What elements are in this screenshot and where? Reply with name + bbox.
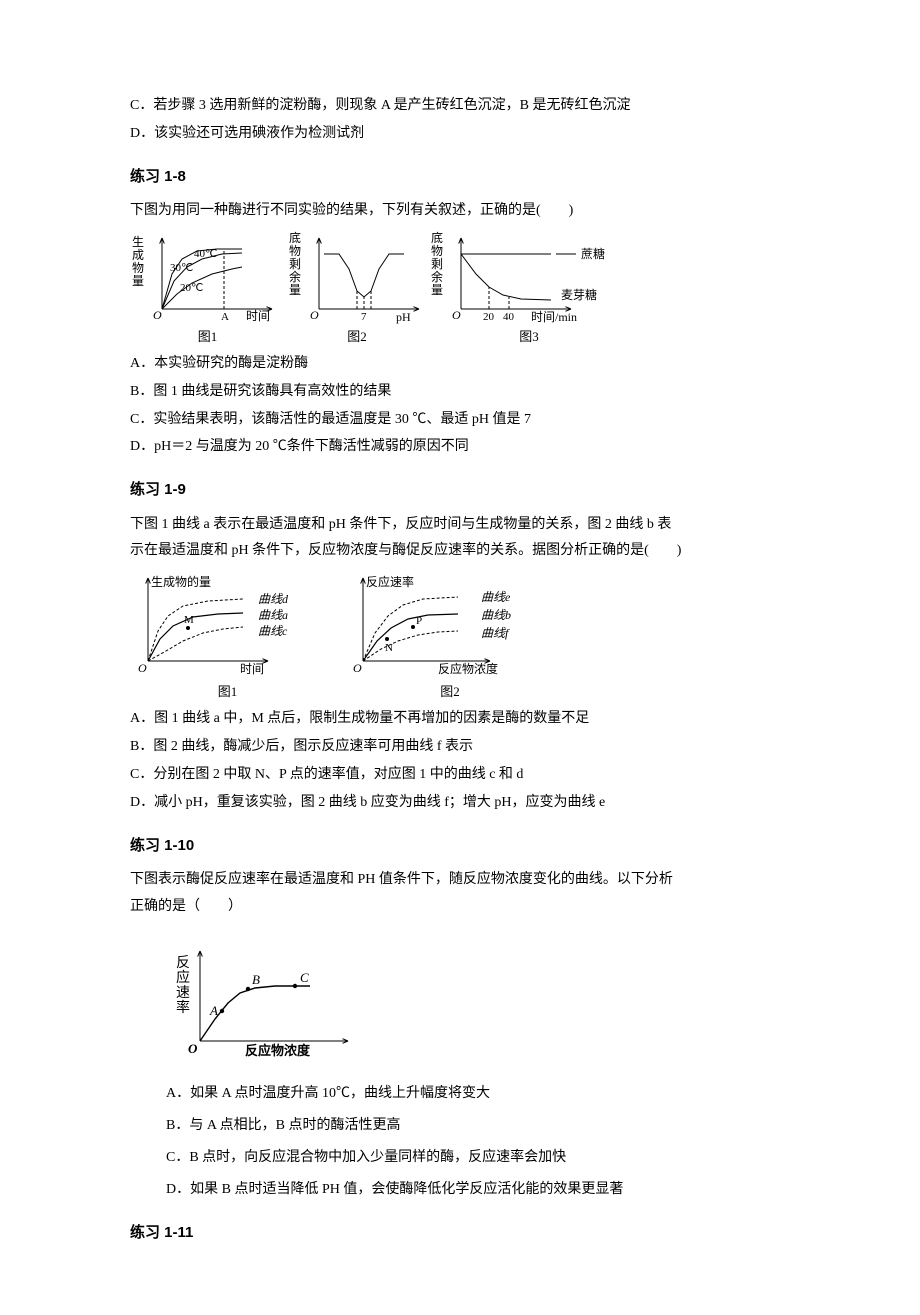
svg-text:曲线b: 曲线b — [481, 608, 511, 622]
q18-options: A．本实验研究的酶是淀粉酶 B．图 1 曲线是研究该酶具有高效性的结果 C．实验… — [130, 352, 790, 459]
svg-text:曲线e: 曲线e — [481, 590, 511, 604]
svg-text:余: 余 — [431, 269, 443, 284]
svg-text:麦芽糖: 麦芽糖 — [561, 287, 597, 302]
svg-text:率: 率 — [176, 999, 190, 1016]
q19-c: C．分别在图 2 中取 N、P 点的速率值，对应图 1 中的曲线 c 和 d — [130, 763, 790, 787]
q19-heading: 练习 1-9 — [130, 477, 790, 503]
svg-text:成: 成 — [132, 248, 144, 262]
q18-chart3: 底物剩余量 蔗糖麦芽糖 O 20 40 时间/min 图3 — [429, 229, 629, 348]
q110-c: C．B 点时，向反应混合物中加入少量同样的酶，反应速率会加快 — [166, 1146, 790, 1170]
svg-text:底: 底 — [289, 230, 301, 245]
svg-text:时间/min: 时间/min — [531, 310, 577, 324]
q110-stem2: 正确的是（ ） — [130, 895, 790, 919]
q18-chart2: 底物剩余量O 7 pH 图2 — [287, 229, 427, 348]
q110-stem1: 下图表示酶促反应速率在最适温度和 PH 值条件下，随反应物浓度变化的曲线。以下分… — [130, 868, 790, 892]
svg-text:生成物的量: 生成物的量 — [151, 574, 211, 589]
svg-text:pH: pH — [396, 310, 411, 324]
svg-text:M: M — [184, 614, 194, 626]
q19-chart1: 生成物的量 M 曲线d 曲线a 曲线c O 时间 图1 — [130, 569, 325, 703]
q110-a: A．如果 A 点时温度升高 10℃，曲线上升幅度将变大 — [166, 1082, 790, 1106]
q18-chart3-caption: 图3 — [429, 326, 629, 348]
svg-text:底: 底 — [431, 230, 443, 245]
svg-text:P: P — [416, 615, 422, 627]
svg-text:O: O — [452, 308, 461, 322]
svg-text:应: 应 — [176, 969, 190, 986]
q18-chart2-caption: 图2 — [287, 326, 427, 348]
svg-text:曲线c: 曲线c — [258, 624, 288, 638]
q19-stem2: 示在最适温度和 pH 条件下，反应物浓度与酶促反应速率的关系。据图分析正确的是(… — [130, 539, 790, 563]
svg-text:时间: 时间 — [246, 309, 270, 323]
svg-text:物: 物 — [132, 261, 144, 275]
svg-text:量: 量 — [132, 274, 144, 288]
svg-text:剩: 剩 — [289, 257, 301, 271]
svg-text:曲线f: 曲线f — [481, 626, 510, 640]
q111-heading: 练习 1-11 — [130, 1220, 790, 1246]
svg-text:余: 余 — [289, 269, 301, 284]
svg-text:7: 7 — [361, 311, 367, 323]
svg-text:20℃: 20℃ — [180, 282, 203, 294]
svg-text:蔗糖: 蔗糖 — [581, 246, 605, 261]
q110-options: A．如果 A 点时温度升高 10℃，曲线上升幅度将变大 B．与 A 点相比，B … — [130, 1082, 790, 1201]
q18-a: A．本实验研究的酶是淀粉酶 — [130, 352, 790, 376]
q110-heading: 练习 1-10 — [130, 833, 790, 859]
svg-text:30℃: 30℃ — [170, 262, 193, 274]
q110-d: D．如果 B 点时适当降低 PH 值，会使酶降低化学反应活化能的效果更显著 — [166, 1178, 790, 1202]
svg-text:生: 生 — [132, 235, 144, 249]
svg-text:C: C — [300, 970, 309, 985]
q18-chart1-caption: 图1 — [130, 326, 285, 348]
q18-chart1: 生成物量 30℃40℃ 20℃ O A 时间 图1 — [130, 229, 285, 348]
q19-charts: 生成物的量M曲线d曲线a曲线cO时间 图1 反应速率PN曲线e曲线b曲线fO反应… — [130, 569, 790, 703]
svg-text:O: O — [138, 661, 147, 675]
svg-text:时间: 时间 — [240, 662, 264, 676]
svg-text:N: N — [385, 642, 393, 654]
q19-chart2: 反应速率 P N 曲线e 曲线b 曲线f O 反应物浓度 图2 — [345, 569, 555, 703]
svg-text:剩: 剩 — [431, 257, 443, 271]
q18-heading: 练习 1-8 — [130, 164, 790, 190]
q19-a: A．图 1 曲线 a 中，M 点后，限制生成物量不再增加的因素是酶的数量不足 — [130, 707, 790, 731]
q18-stem: 下图为用同一种酶进行不同实验的结果，下列有关叙述，正确的是( ) — [130, 199, 790, 223]
q110-b: B．与 A 点相比，B 点时的酶活性更高 — [166, 1114, 790, 1138]
q19-chart1-caption: 图1 — [130, 681, 325, 703]
q19-d: D．减小 pH，重复该实验，图 2 曲线 b 应变为曲线 f；增大 pH，应变为… — [130, 791, 790, 815]
svg-text:反应物浓度: 反应物浓度 — [245, 1043, 311, 1058]
svg-text:20: 20 — [483, 311, 495, 323]
svg-text:曲线a: 曲线a — [258, 608, 288, 622]
svg-text:反应物浓度: 反应物浓度 — [438, 661, 498, 676]
svg-text:曲线d: 曲线d — [258, 592, 289, 606]
q18-b: B．图 1 曲线是研究该酶具有高效性的结果 — [130, 380, 790, 404]
q19-b: B．图 2 曲线，酶减少后，图示反应速率可用曲线 f 表示 — [130, 735, 790, 759]
svg-text:速: 速 — [176, 985, 190, 1001]
svg-text:40: 40 — [503, 311, 515, 323]
svg-text:量: 量 — [289, 283, 301, 297]
svg-text:O: O — [310, 308, 319, 322]
svg-text:反: 反 — [176, 955, 190, 971]
svg-text:物: 物 — [431, 244, 443, 258]
svg-text:O: O — [188, 1041, 198, 1056]
q19-chart2-caption: 图2 — [345, 681, 555, 703]
svg-text:量: 量 — [431, 283, 443, 297]
q18-c: C．实验结果表明，该酶活性的最适温度是 30 ℃、最适 pH 值是 7 — [130, 408, 790, 432]
svg-text:A: A — [221, 311, 229, 323]
q19-stem1: 下图 1 曲线 a 表示在最适温度和 pH 条件下，反应时间与生成物量的关系，图… — [130, 513, 790, 537]
svg-text:40℃: 40℃ — [194, 248, 217, 260]
opt-c: C．若步骤 3 选用新鲜的淀粉酶，则现象 A 是产生砖红色沉淀，B 是无砖红色沉… — [130, 94, 790, 118]
q19-options: A．图 1 曲线 a 中，M 点后，限制生成物量不再增加的因素是酶的数量不足 B… — [130, 707, 790, 814]
svg-text:反应速率: 反应速率 — [366, 574, 414, 589]
opt-d: D．该实验还可选用碘液作为检测试剂 — [130, 122, 790, 146]
svg-text:A: A — [209, 1003, 218, 1018]
q18-charts: 生成物量30℃40℃20℃OA时间 图1 底物剩余量O7pH 图2 底物剩余量蔗… — [130, 229, 790, 348]
q18-d: D．pH＝2 与温度为 20 ℃条件下酶活性减弱的原因不同 — [130, 435, 790, 459]
svg-text:物: 物 — [289, 244, 301, 258]
svg-text:B: B — [252, 972, 260, 987]
svg-text:O: O — [353, 661, 362, 675]
q110-chart: 反应速率 A B C O 反应物浓度 — [160, 929, 790, 1073]
top-carryover-options: C．若步骤 3 选用新鲜的淀粉酶，则现象 A 是产生砖红色沉淀，B 是无砖红色沉… — [130, 94, 790, 146]
svg-text:O: O — [153, 308, 162, 322]
